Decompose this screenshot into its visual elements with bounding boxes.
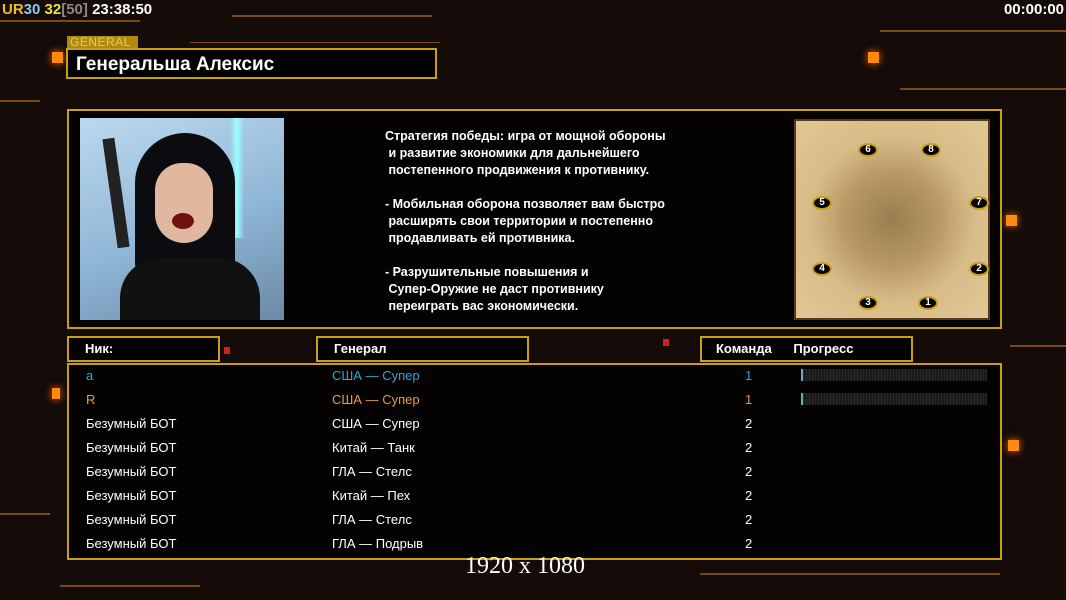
player-row[interactable]: R США — Супер 1	[69, 388, 1000, 412]
decor-line	[0, 20, 140, 22]
player-general[interactable]: ГЛА — Стелс	[332, 512, 412, 527]
player-row[interactable]: a США — Супер 1	[69, 364, 1000, 388]
player-general[interactable]: США — Супер	[332, 392, 420, 407]
player-general[interactable]: США — Супер	[332, 416, 420, 431]
player-row[interactable]: Безумный БОТ Китай — Пех 2	[69, 484, 1000, 508]
count-value: 32	[44, 1, 62, 18]
player-team[interactable]: 2	[745, 536, 753, 551]
start-position-8[interactable]: 8	[921, 143, 941, 157]
header-general: Генерал	[316, 336, 529, 362]
player-general[interactable]: Китай — Пех	[332, 488, 411, 503]
decor-line	[232, 15, 432, 17]
general-name: Генеральша Алексис	[66, 48, 437, 79]
progress-bar	[801, 369, 987, 381]
decor-square	[1008, 440, 1019, 451]
player-row[interactable]: Безумный БОТ ГЛА — Стелс 2	[69, 508, 1000, 532]
start-position-4[interactable]: 4	[812, 262, 832, 276]
player-nick: Безумный БОТ	[86, 536, 177, 551]
player-team[interactable]: 1	[745, 368, 753, 383]
limit-value: [50]	[61, 1, 88, 18]
decor-line	[0, 100, 40, 102]
start-position-7[interactable]: 7	[969, 196, 989, 210]
player-team[interactable]: 2	[745, 440, 753, 455]
decor-line	[880, 30, 1066, 32]
decor-line	[700, 573, 1000, 575]
decor-square	[868, 52, 879, 63]
player-nick: Безумный БОТ	[86, 416, 177, 431]
start-position-5[interactable]: 5	[812, 196, 832, 210]
player-nick: R	[86, 392, 96, 407]
decor-line	[60, 585, 200, 587]
player-general[interactable]: ГЛА — Подрыв	[332, 536, 424, 551]
general-portrait	[80, 118, 284, 320]
player-nick: Безумный БОТ	[86, 464, 177, 479]
decor-square	[1006, 215, 1017, 226]
start-position-2[interactable]: 2	[969, 262, 989, 276]
player-general[interactable]: США — Супер	[332, 368, 420, 383]
player-nick: Безумный БОТ	[86, 440, 177, 455]
player-general[interactable]: ГЛА — Стелс	[332, 464, 412, 479]
decor-line	[1010, 345, 1066, 347]
decor-square	[52, 388, 60, 399]
decor-square	[52, 52, 63, 63]
player-team[interactable]: 2	[745, 488, 753, 503]
progress-bar	[801, 393, 987, 405]
player-team[interactable]: 1	[745, 392, 753, 407]
start-position-1[interactable]: 1	[918, 296, 938, 310]
decor-square	[663, 339, 669, 346]
decor-line	[900, 88, 1066, 90]
fps-value: 30	[23, 1, 41, 18]
player-row[interactable]: Безумный БОТ США — Супер 2	[69, 412, 1000, 436]
player-row[interactable]: Безумный БОТ ГЛА — Стелс 2	[69, 460, 1000, 484]
player-nick: Безумный БОТ	[86, 488, 177, 503]
start-position-3[interactable]: 3	[858, 296, 878, 310]
resolution-label: 1920 x 1080	[465, 553, 585, 579]
decor-line	[0, 513, 50, 515]
general-tab-label: GENERAL	[67, 36, 138, 49]
player-nick: a	[86, 368, 94, 383]
player-team[interactable]: 2	[745, 464, 753, 479]
status-bar: UR​ 30 32[50] 23:38:50	[2, 1, 152, 18]
general-description: Стратегия победы: игра от мощной обороны…	[385, 129, 666, 313]
player-general[interactable]: Китай — Танк	[332, 440, 415, 455]
game-timer: 00:00:00	[1003, 1, 1064, 18]
decor-square	[224, 347, 230, 354]
header-nick: Ник:	[67, 336, 220, 362]
header-team-progress: Команда Прогресс	[700, 336, 913, 362]
decor-line	[190, 42, 440, 43]
player-row[interactable]: Безумный БОТ ГЛА — Подрыв 2	[69, 532, 1000, 556]
player-team[interactable]: 2	[745, 416, 753, 431]
start-position-6[interactable]: 6	[858, 143, 878, 157]
map-preview[interactable]: 1 2 3 4 5 6 7 8	[794, 119, 990, 320]
player-nick: Безумный БОТ	[86, 512, 177, 527]
header-team: Команда	[716, 341, 772, 356]
clock: 23:38:50	[92, 1, 153, 18]
player-team[interactable]: 2	[745, 512, 753, 527]
header-progress: Прогресс	[793, 341, 854, 356]
player-row[interactable]: Безумный БОТ Китай — Танк 2	[69, 436, 1000, 460]
ur-label: UR	[2, 1, 24, 18]
